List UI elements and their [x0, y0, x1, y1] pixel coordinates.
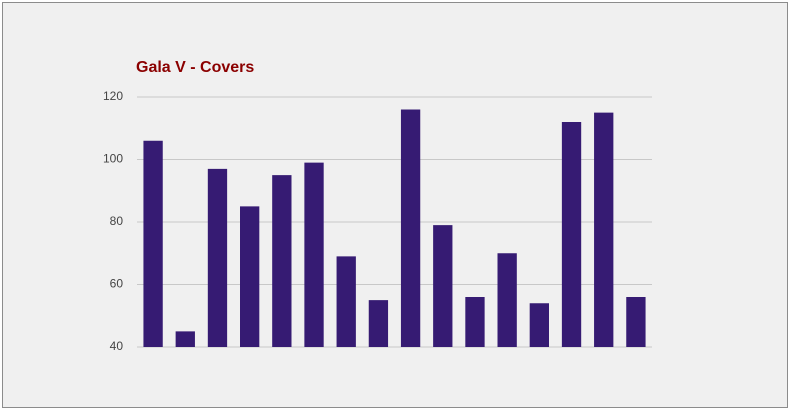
bar — [304, 162, 324, 347]
bar — [272, 175, 292, 347]
bar — [497, 253, 517, 347]
y-tick-label: 100 — [103, 152, 123, 166]
bar — [529, 303, 549, 347]
y-tick-label: 40 — [110, 339, 124, 353]
bar — [368, 300, 389, 347]
bar — [626, 297, 646, 347]
y-tick-label: 60 — [110, 277, 124, 291]
bar — [433, 225, 453, 347]
bar — [561, 122, 582, 347]
bar — [240, 206, 260, 347]
bar — [143, 140, 163, 347]
y-tick-label: 120 — [103, 89, 123, 103]
chart-title: Gala V - Covers — [136, 59, 254, 76]
y-tick-label: 80 — [110, 214, 124, 228]
bar — [400, 109, 421, 347]
bar — [594, 112, 614, 347]
bar — [207, 168, 228, 347]
bar — [336, 256, 356, 347]
bar — [175, 331, 195, 347]
bar — [465, 297, 485, 347]
